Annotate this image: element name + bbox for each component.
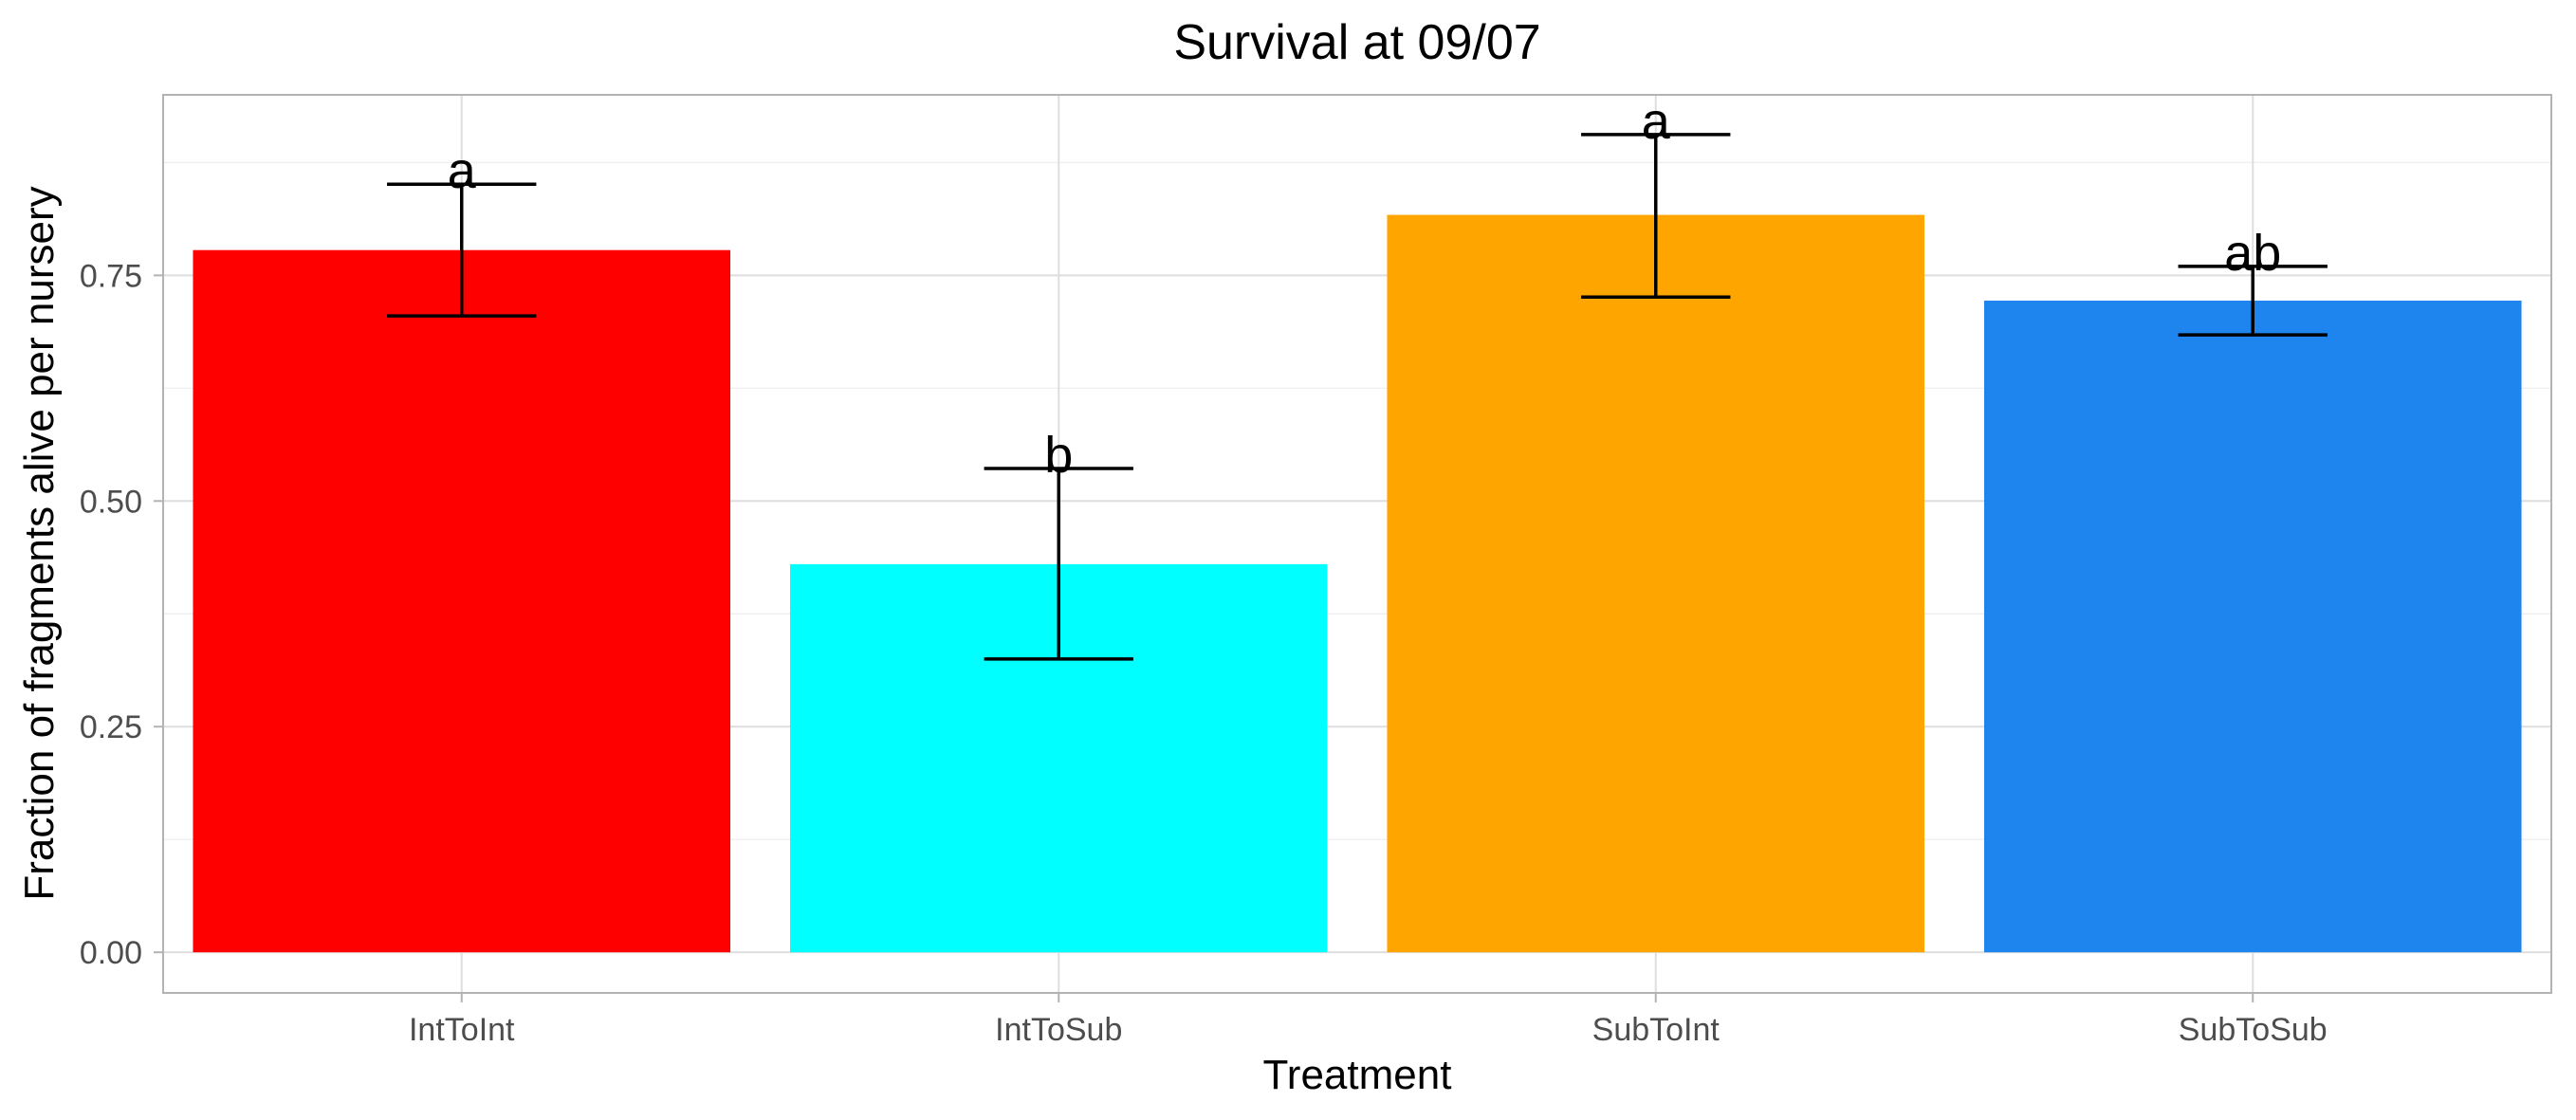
- bar-subtosub: [1983, 301, 2522, 953]
- x-tick-label-inttoint: IntToInt: [409, 1012, 515, 1048]
- significance-label-subtosub: ab: [2224, 225, 2281, 282]
- plot-panel-border: [162, 94, 2552, 994]
- y-tick-label: 0.50: [80, 484, 142, 520]
- error-bar-inttosub: [984, 467, 1133, 661]
- axes: 0.00 0.25 0.50 0.75 IntToInt IntToSub SubToInt…: [80, 258, 2328, 1048]
- error-bars: [387, 133, 2328, 661]
- y-axis-title: Fraction of fragments alive per nursery: [16, 186, 63, 900]
- error-bar-subtosub: [2178, 265, 2328, 337]
- y-tick-label: 0.00: [80, 935, 142, 971]
- x-tick-label-subtosub: SubToSub: [2179, 1012, 2328, 1048]
- x-axis-title: Treatment: [1263, 1052, 1452, 1098]
- error-bar-inttoint: [387, 182, 537, 318]
- significance-label-inttoint: a: [448, 142, 477, 199]
- x-tick-label-subtoint: SubToInt: [1592, 1012, 1720, 1048]
- error-bar-subtoint: [1581, 133, 1731, 299]
- significance-label-subtoint: a: [1642, 93, 1671, 150]
- significance-label-inttosub: b: [1044, 427, 1073, 484]
- bar-inttoint: [193, 249, 731, 953]
- y-tick-label: 0.25: [80, 709, 142, 745]
- bar-subtoint: [1387, 214, 1925, 953]
- x-tick-label-inttosub: IntToSub: [995, 1012, 1122, 1048]
- chart-title: Survival at 09/07: [1173, 15, 1540, 70]
- y-tick-label: 0.75: [80, 258, 142, 294]
- bars: [193, 214, 2522, 953]
